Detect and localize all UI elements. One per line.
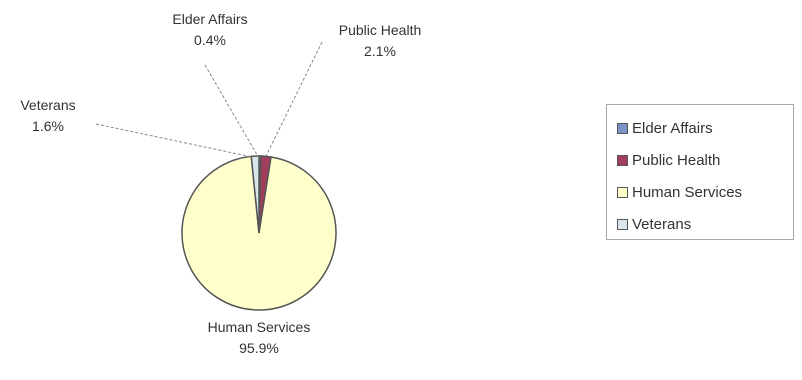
leader-line-elder-affairs (204, 64, 261, 161)
legend-label-elder-affairs: Elder Affairs (632, 119, 713, 137)
slice-value-veterans: 1.6% (32, 118, 64, 134)
slice-label-veterans: Veterans (20, 97, 75, 113)
legend-item-veterans: Veterans (617, 208, 793, 240)
legend-label-human-services: Human Services (632, 183, 743, 201)
legend-swatch-veterans (617, 218, 628, 230)
legend-item-public-health: Public Health (617, 144, 793, 176)
slice-label-human-services: Human Services (208, 319, 311, 335)
slice-value-elder-affairs: 0.4% (194, 32, 226, 48)
slice-value-human-services: 95.9% (239, 340, 279, 356)
slice-label-public-health: Public Health (339, 22, 422, 38)
pie-slice-human-services (181, 155, 337, 311)
pie-slice-veterans (250, 155, 260, 234)
legend-label-veterans: Veterans (632, 215, 692, 233)
legend-swatch-human-services (617, 186, 628, 198)
legend-item-human-services: Human Services (617, 176, 793, 208)
legend-label-public-health: Public Health (632, 151, 721, 169)
legend-swatch-public-health (617, 154, 628, 166)
slice-value-public-health: 2.1% (364, 43, 396, 59)
legend-item-elder-affairs: Elder Affairs (617, 112, 793, 144)
leader-line-veterans (95, 123, 253, 158)
legend-swatch-elder-affairs (617, 122, 628, 134)
leader-line-public-health (265, 41, 323, 157)
slice-label-elder-affairs: Elder Affairs (172, 11, 247, 27)
chart-legend: Elder Affairs Public Health Human Servic… (606, 104, 794, 240)
